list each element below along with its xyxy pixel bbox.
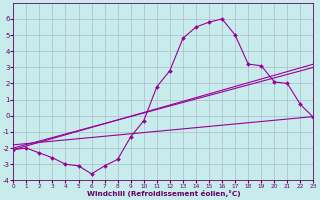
- X-axis label: Windchill (Refroidissement éolien,°C): Windchill (Refroidissement éolien,°C): [86, 190, 240, 197]
